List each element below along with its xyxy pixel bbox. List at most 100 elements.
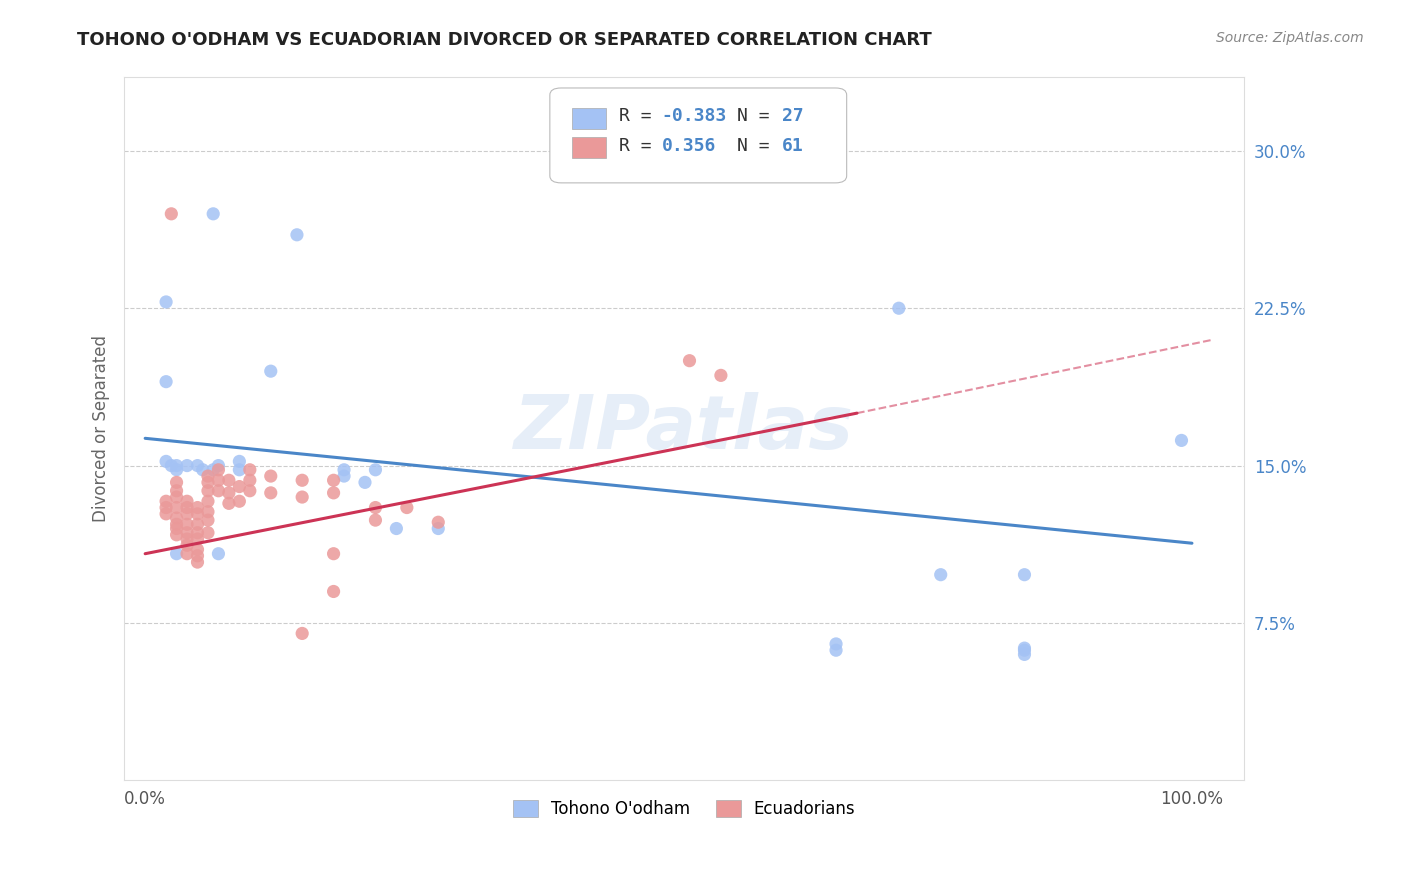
- Point: [291, 626, 314, 640]
- Point: [176, 507, 198, 521]
- Point: [239, 463, 262, 477]
- Text: TOHONO O'ODHAM VS ECUADORIAN DIVORCED OR SEPARATED CORRELATION CHART: TOHONO O'ODHAM VS ECUADORIAN DIVORCED OR…: [77, 31, 932, 49]
- Point: [228, 454, 250, 468]
- Point: [176, 500, 198, 515]
- Point: [207, 458, 229, 473]
- Text: N =: N =: [737, 107, 780, 125]
- FancyBboxPatch shape: [572, 108, 606, 128]
- Point: [166, 517, 188, 532]
- Point: [186, 458, 208, 473]
- Point: [291, 490, 314, 504]
- Text: 61: 61: [782, 136, 803, 154]
- Point: [166, 490, 188, 504]
- Point: [710, 368, 733, 383]
- Text: N =: N =: [737, 136, 780, 154]
- Point: [427, 515, 450, 529]
- Point: [155, 500, 177, 515]
- Point: [197, 483, 219, 498]
- Point: [207, 473, 229, 487]
- Point: [186, 500, 208, 515]
- Point: [929, 567, 952, 582]
- Point: [364, 500, 387, 515]
- Point: [186, 532, 208, 546]
- Text: R =: R =: [619, 136, 673, 154]
- Point: [202, 463, 225, 477]
- Point: [887, 301, 910, 316]
- Text: -0.383: -0.383: [662, 107, 727, 125]
- Point: [176, 538, 198, 552]
- Point: [364, 513, 387, 527]
- Point: [260, 469, 283, 483]
- Point: [155, 494, 177, 508]
- Point: [197, 494, 219, 508]
- Point: [322, 486, 344, 500]
- Text: ZIPatlas: ZIPatlas: [515, 392, 855, 466]
- Point: [1014, 643, 1036, 657]
- Point: [155, 454, 177, 468]
- Point: [364, 463, 387, 477]
- Point: [166, 483, 188, 498]
- Point: [354, 475, 377, 490]
- Point: [197, 475, 219, 490]
- Point: [260, 486, 283, 500]
- Point: [239, 473, 262, 487]
- Point: [186, 517, 208, 532]
- Point: [155, 375, 177, 389]
- Point: [218, 486, 240, 500]
- Point: [186, 549, 208, 563]
- Point: [191, 463, 214, 477]
- Point: [1014, 648, 1036, 662]
- Point: [291, 473, 314, 487]
- Point: [678, 353, 700, 368]
- Point: [260, 364, 283, 378]
- Point: [166, 475, 188, 490]
- Point: [427, 522, 450, 536]
- Point: [228, 463, 250, 477]
- Point: [825, 637, 848, 651]
- Point: [1170, 434, 1192, 448]
- Point: [166, 547, 188, 561]
- Point: [239, 483, 262, 498]
- Point: [385, 522, 408, 536]
- Point: [322, 473, 344, 487]
- Point: [1014, 641, 1036, 656]
- Point: [207, 463, 229, 477]
- Point: [218, 473, 240, 487]
- Point: [333, 469, 356, 483]
- Point: [176, 547, 198, 561]
- Point: [166, 458, 188, 473]
- Point: [207, 547, 229, 561]
- Point: [218, 496, 240, 510]
- Point: [176, 458, 198, 473]
- Point: [825, 643, 848, 657]
- FancyBboxPatch shape: [550, 88, 846, 183]
- Text: Source: ZipAtlas.com: Source: ZipAtlas.com: [1216, 31, 1364, 45]
- Point: [322, 584, 344, 599]
- Point: [197, 525, 219, 540]
- Text: 0.356: 0.356: [662, 136, 716, 154]
- Point: [285, 227, 308, 242]
- Point: [186, 507, 208, 521]
- Point: [166, 522, 188, 536]
- Point: [197, 505, 219, 519]
- Point: [160, 458, 183, 473]
- Y-axis label: Divorced or Separated: Divorced or Separated: [93, 335, 110, 523]
- Point: [176, 494, 198, 508]
- Point: [197, 469, 219, 483]
- Point: [1014, 567, 1036, 582]
- Point: [155, 294, 177, 309]
- Point: [176, 525, 198, 540]
- Point: [186, 555, 208, 569]
- Point: [166, 463, 188, 477]
- Point: [228, 479, 250, 493]
- Point: [395, 500, 418, 515]
- Point: [202, 207, 225, 221]
- Point: [166, 500, 188, 515]
- Point: [176, 517, 198, 532]
- Point: [228, 494, 250, 508]
- Point: [186, 525, 208, 540]
- Point: [333, 463, 356, 477]
- Point: [166, 528, 188, 542]
- Text: R =: R =: [619, 107, 662, 125]
- Legend: Tohono O'odham, Ecuadorians: Tohono O'odham, Ecuadorians: [506, 793, 862, 825]
